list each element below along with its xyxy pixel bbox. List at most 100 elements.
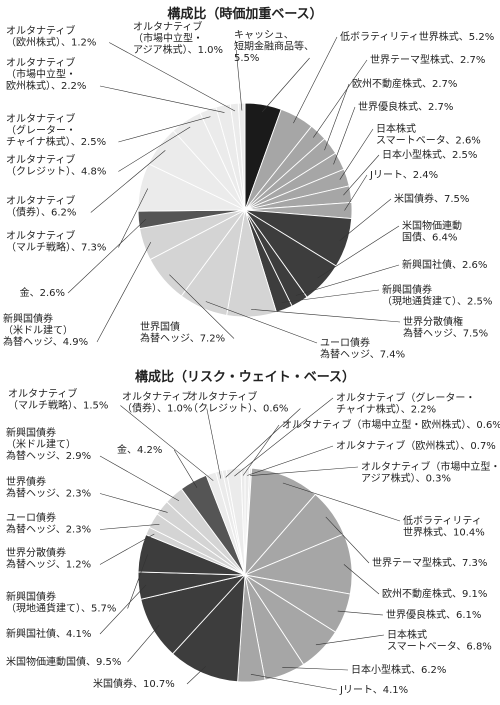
leader-line: [317, 225, 400, 279]
slice-label: 日本小型株式、6.2%: [351, 663, 446, 676]
slice-label: 世界テーマ型株式、2.7%: [370, 53, 485, 66]
slice-label: 米国物価連動国債、6.4%: [402, 219, 462, 244]
slice-label: 金、2.6%: [20, 286, 65, 299]
leader-line: [99, 584, 147, 635]
leader-line: [282, 667, 349, 671]
slice-label: 世界優良株式、2.7%: [358, 100, 453, 113]
slice-label: 欧州不動産株式、2.7%: [352, 77, 457, 90]
leader-lines: [67, 36, 401, 344]
leader-line: [225, 408, 301, 478]
slice-label: オルタナティブ（債券）、6.2%: [6, 194, 76, 219]
slice-label: 米国物価連動国債、9.5%: [6, 655, 121, 668]
slice-label: ユーロ債券為替ヘッジ、2.3%: [6, 511, 91, 536]
chart-title: 構成比（リスク・ウェイト・ベース）: [135, 369, 355, 385]
leader-line: [313, 59, 368, 138]
slice-label: 欧州不動産株式、9.1%: [382, 587, 487, 600]
leader-line: [120, 405, 214, 481]
slice-label: オルタナティブ（クレジット）、4.8%: [6, 153, 106, 178]
leader-line: [118, 126, 191, 172]
slice-label: 低ボラティリティ世界株式、10.4%: [403, 514, 485, 539]
slice-labels: キャッシュ、短期金融商品等、 5.5% 低ボラティリティ世界株式、5.2% 世界テーマ…: [3, 20, 494, 361]
slice-label: オルタナティブ（市場中立型・欧州株式）、2.2%: [6, 56, 86, 92]
slice-label: 日本株式スマートベータ、6.8%: [387, 628, 492, 653]
slice-label: オルタナティブ（市場中立型・アジア株式）、0.3%: [361, 460, 500, 485]
slice-label: キャッシュ、短期金融商品等、 5.5%: [234, 30, 314, 64]
leader-line: [325, 516, 370, 564]
slice-label: オルタナティブ（債券）、1.0%: [122, 390, 192, 415]
leader-line: [295, 264, 400, 296]
leader-line: [127, 625, 160, 663]
leader-line: [247, 445, 334, 476]
slice-label: 新興国債券（米ドル建て）為替ヘッジ、2.9%: [6, 426, 91, 462]
slice-label: 金、4.2%: [117, 443, 162, 456]
leader-line: [337, 610, 384, 616]
slice-label: オルタナティブ（グレーター・チャイナ株式）、2.5%: [6, 112, 106, 148]
pie-slice: [237, 102, 246, 211]
pie-slice: [244, 467, 317, 577]
leader-line: [315, 634, 385, 646]
slice-label: 新興国債券（米ドル建て）為替ヘッジ、4.9%: [3, 312, 88, 348]
slice-label: オルタナティブ（グレーター・チャイナ株式）、2.2%: [336, 391, 475, 416]
slice-label: 世界テーマ型株式、7.3%: [372, 556, 487, 569]
leader-line: [261, 57, 310, 113]
leader-line: [234, 397, 334, 477]
slice-label: オルタナティブ（市場中立型・アジア株式）、1.0%: [133, 20, 223, 56]
leader-line: [127, 554, 148, 609]
leader-line: [333, 106, 356, 165]
slice-label: ユーロ債券為替ヘッジ、7.4%: [320, 336, 405, 361]
slice-label: 世界分散債券為替ヘッジ、1.2%: [6, 546, 91, 571]
leader-line: [324, 83, 350, 151]
slice-label: Jリート、2.4%: [369, 170, 438, 181]
slice-label: 新興国社債、2.6%: [402, 258, 487, 271]
leader-line: [118, 188, 149, 248]
slice-label: 新興国債券（現地通貨建て）、5.7%: [6, 590, 116, 615]
slice-label: 低ボラティリティ世界株式、5.2%: [340, 30, 494, 43]
leader-line: [96, 241, 152, 343]
leader-line: [205, 301, 318, 344]
slice-label: Jリート、4.1%: [339, 685, 408, 696]
leader-line: [293, 36, 338, 124]
leader-line: [235, 49, 243, 111]
leader-line: [251, 309, 401, 323]
leader-line: [169, 274, 235, 339]
leader-line: [242, 424, 280, 476]
leader-line: [343, 564, 380, 595]
slice-label: 米国債券、7.5%: [394, 192, 469, 205]
pie-slice: [171, 573, 246, 683]
leader-line: [99, 455, 180, 501]
leader-line: [90, 150, 166, 213]
leader-line: [250, 674, 338, 691]
leader-line: [186, 666, 206, 685]
slice-label: 米国債券、10.7%: [93, 677, 175, 690]
leader-line: [118, 116, 211, 143]
slice-label: 新興国社債、4.1%: [6, 627, 91, 640]
slices: [137, 467, 353, 683]
leader-lines: [99, 397, 401, 691]
leader-line: [281, 289, 380, 303]
leader-line: [339, 128, 374, 180]
slice-label: オルタナティブ（クレジット）、0.6%: [188, 390, 288, 415]
slice-label: 日本株式スマートベータ、2.6%: [376, 122, 481, 147]
slice-label: オルタナティブ（マルチ戦略）、1.5%: [8, 387, 108, 412]
pie-chart-risk-weight: 構成比（リスク・ウェイト・ベース） オルタナティブ（欧州株式）、0.7%オルタナ…: [6, 369, 500, 696]
leader-line: [99, 524, 160, 530]
leader-line: [109, 42, 236, 112]
slice-label: オルタナティブ（欧州株式）、0.7%: [336, 439, 496, 452]
leader-line: [344, 174, 368, 211]
slice-label: 世界分散債権為替ヘッジ、7.5%: [403, 315, 488, 340]
slice-labels: オルタナティブ（欧州株式）、0.7% オルタナティブ（市場中立型・アジア株式）、0…: [6, 387, 500, 696]
leader-line: [99, 533, 155, 565]
slice-label: 日本小型株式、2.5%: [382, 148, 477, 161]
chart-title: 構成比（時価加重ベース）: [167, 6, 322, 22]
slice-label: 世界優良株式、6.1%: [386, 608, 481, 621]
leader-line: [67, 218, 147, 294]
leader-line: [206, 408, 222, 479]
slices: [137, 102, 353, 318]
slice-label: オルタナティブ（市場中立型・欧州株式）、0.6%: [282, 418, 500, 431]
leader-line: [99, 493, 168, 513]
leader-line: [343, 154, 380, 196]
leader-line: [250, 466, 359, 476]
leader-line: [99, 85, 225, 113]
leader-line: [339, 198, 392, 242]
